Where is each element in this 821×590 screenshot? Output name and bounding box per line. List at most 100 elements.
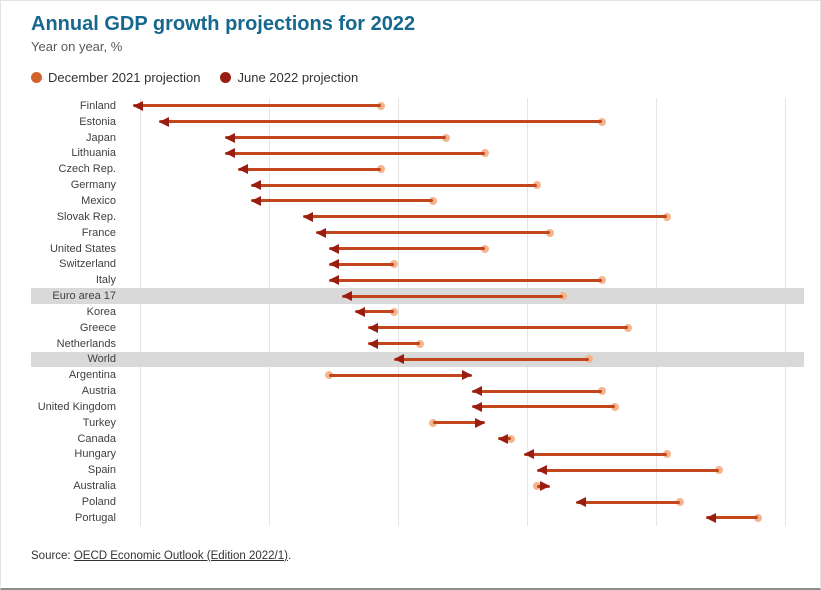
june-projection-arrowhead-icon [302,211,313,222]
june-projection-arrowhead-icon [498,433,508,444]
december-projection-marker [376,165,385,174]
december-projection-marker [428,196,437,205]
chart-row: Spain [31,462,804,478]
arrow-shaft [237,167,381,171]
gridline [269,98,271,526]
row-label: Lithuania [71,147,116,160]
june-projection-arrowhead-icon [159,116,170,127]
legend-label: December 2021 projection [48,70,201,85]
row-track [123,177,804,193]
gridline-overlay [130,98,804,526]
december-projection-marker [441,133,450,142]
june-projection-arrowhead-icon [354,306,365,317]
december-projection-marker [507,434,516,443]
row-label: Germany [70,179,116,192]
source-link[interactable]: OECD Economic Outlook (Edition 2022/1) [73,549,288,562]
row-label: Greece [79,321,116,334]
row-track [123,161,804,177]
row-label: Hungary [74,448,116,461]
chart-row: France [31,225,804,241]
row-track [123,209,804,225]
arrow-shaft [537,468,720,472]
june-projection-arrowhead-icon [461,370,472,381]
row-label: Poland [81,496,116,509]
chart-row: Germany [31,177,804,193]
december-projection-marker [676,498,685,507]
december-projection-marker [585,355,594,364]
december-projection-marker [598,117,607,126]
arrow-shaft [328,373,472,377]
chart-row: Australia [31,478,804,494]
arrow-shaft [224,151,485,155]
row-label: Japan [86,131,116,144]
arrow-shaft [250,199,433,203]
june-projection-arrowhead-icon [540,481,551,492]
chart-subtitle: Year on year, % [31,39,123,54]
chart-row: United States [31,241,804,257]
arrow-shaft [524,452,668,456]
chart-row: Greece [31,320,804,336]
row-track [123,130,804,146]
june-projection-arrowhead-icon [237,164,248,175]
arrow-shaft [133,104,381,108]
chart-row: Italy [31,272,804,288]
chart-rows: Finland Estonia Japan Lithuania Czech Rep. Ge… [31,98,804,526]
arrow-shaft [432,421,485,425]
december-projection-marker [559,292,568,301]
chart-row: Euro area 17 [31,288,804,304]
june-projection-arrowhead-icon [224,132,235,143]
december-projection-marker [611,402,620,411]
row-track [123,431,804,447]
chart-row: Portugal [31,510,804,526]
june-projection-arrowhead-icon [328,259,339,270]
row-label: Switzerland [59,258,116,271]
december-projection-marker [376,101,385,110]
source-suffix: . [287,549,292,562]
row-track [123,462,804,478]
row-label: Euro area 17 [52,290,116,303]
gdp-arrow-chart: Finland Estonia Japan Lithuania Czech Rep. Ge… [31,98,804,526]
december-projection-marker [663,212,672,221]
arrow-shaft [250,183,538,187]
row-track [123,193,804,209]
june-projection-arrowhead-icon [341,291,352,302]
arrow-shaft [328,247,485,251]
june-projection-arrowhead-icon [393,354,404,365]
december-projection-marker [415,339,424,348]
row-track [123,447,804,463]
june-projection-arrowhead-icon [328,243,339,254]
page-title: Annual GDP growth projections for 2022 [31,13,416,35]
row-label: Spain [87,464,116,477]
row-label: Italy [95,274,116,287]
chart-legend: December 2021 projection June 2022 proje… [31,70,804,85]
row-track [123,256,804,272]
chart-row: Hungary [31,447,804,463]
arrow-shaft [302,215,668,219]
row-track [123,114,804,130]
june-projection-arrowhead-icon [315,227,326,238]
row-label: Korea [86,305,116,318]
row-track [123,367,804,383]
december-projection-marker [389,307,398,316]
december-projection-dot-icon [31,72,42,83]
row-label: Estonia [79,115,116,128]
arrow-shaft [224,136,446,140]
row-label: Netherlands [56,337,116,350]
december-projection-marker [598,276,607,285]
legend-item-december-2021: December 2021 projection [31,70,200,85]
arrow-shaft [367,326,629,330]
row-label: Finland [79,99,116,112]
arrow-shaft [393,357,590,361]
chart-row: Poland [31,494,804,510]
chart-row: Mexico [31,193,804,209]
arrow-shaft [328,262,394,266]
row-label: France [81,226,116,239]
arrow-shaft [367,342,420,346]
december-projection-marker [480,244,489,253]
legend-item-june-2022: June 2022 projection [220,70,358,85]
arrow-shaft [706,516,759,520]
row-label: Argentina [68,369,116,382]
row-track [123,415,804,431]
december-projection-marker [546,228,555,237]
